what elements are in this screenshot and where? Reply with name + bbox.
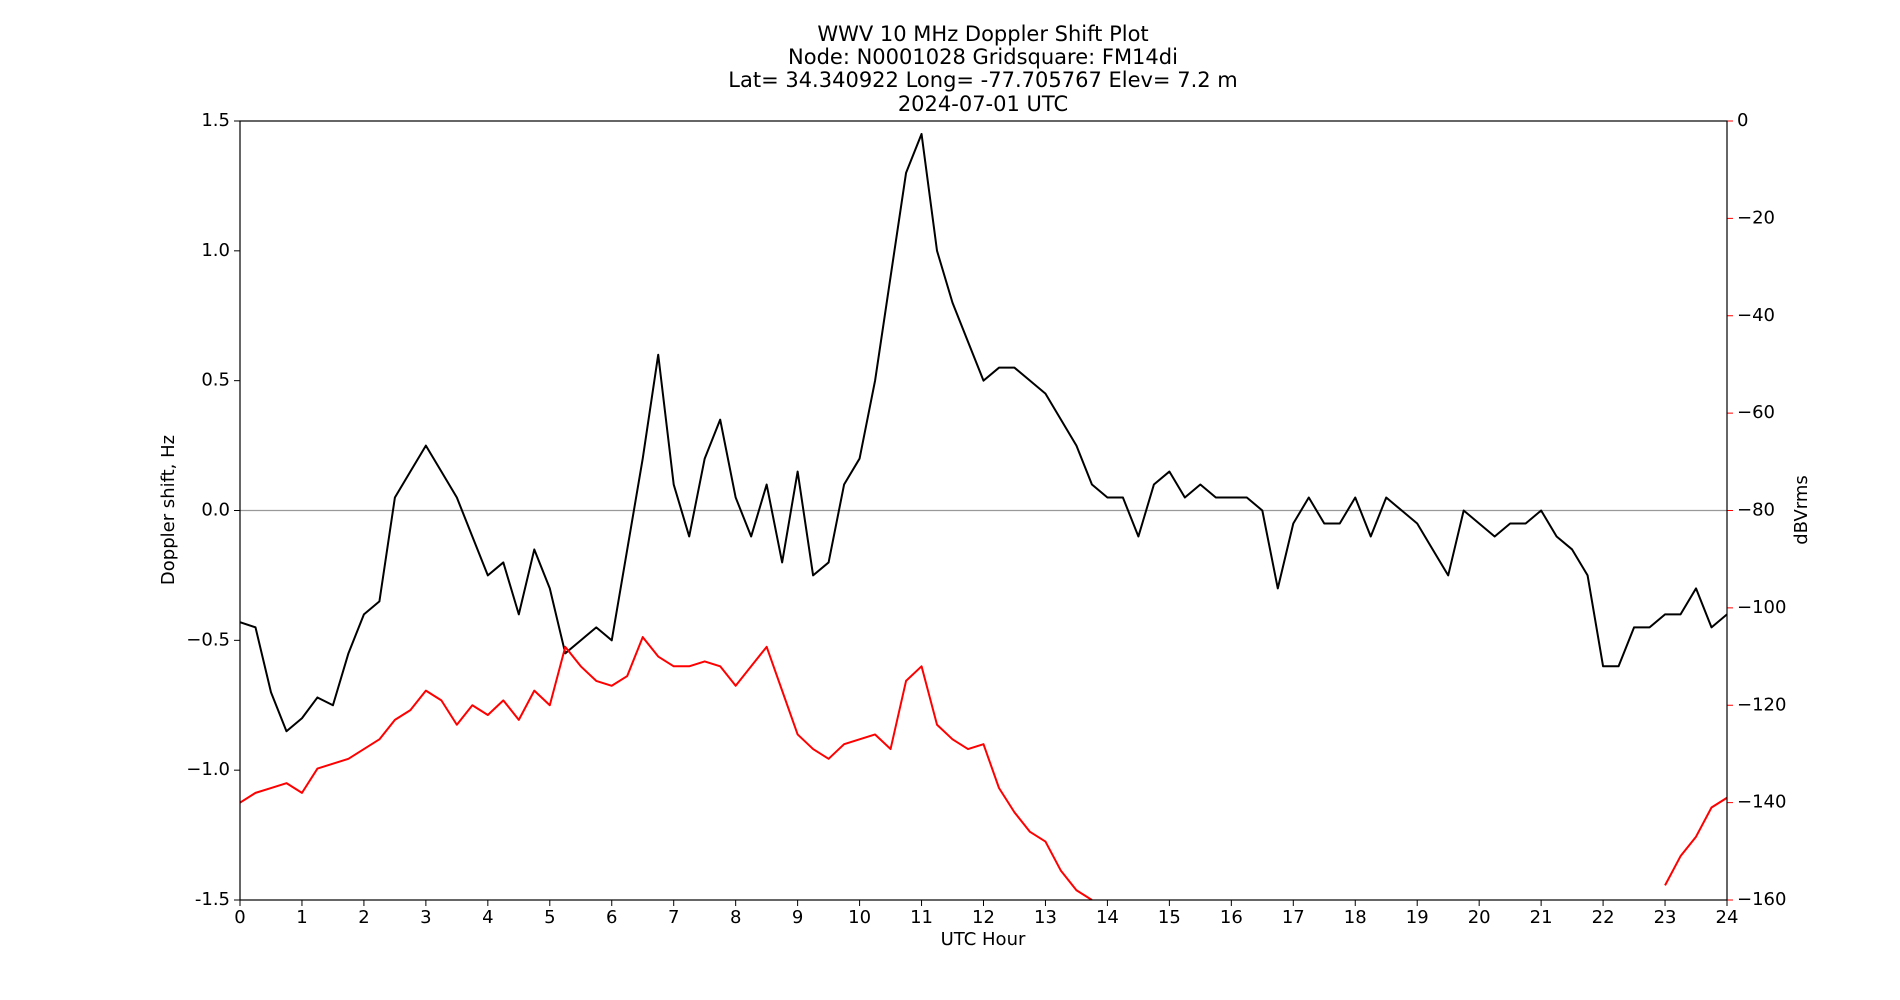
y-tick-label: −1.0 bbox=[186, 759, 230, 780]
data-line bbox=[240, 636, 1727, 900]
x-tick-label: 16 bbox=[1220, 907, 1243, 928]
x-tick-label: 21 bbox=[1530, 907, 1553, 928]
x-tick-label: 17 bbox=[1282, 907, 1305, 928]
x-tick-label: 19 bbox=[1406, 907, 1429, 928]
x-tick-label: 18 bbox=[1344, 907, 1367, 928]
x-tick-label: 1 bbox=[296, 907, 307, 928]
y2-tick-label: −20 bbox=[1737, 207, 1775, 228]
chart-title: Lat= 34.340922 Long= -77.705767 Elev= 7.… bbox=[728, 68, 1237, 92]
x-tick-label: 7 bbox=[668, 907, 679, 928]
y-tick-label: 0.0 bbox=[201, 500, 230, 521]
y-tick-label: -1.5 bbox=[195, 889, 230, 910]
x-axis-label: UTC Hour bbox=[941, 929, 1026, 950]
y-tick-label: −0.5 bbox=[186, 629, 230, 650]
y2-tick-label: −120 bbox=[1737, 694, 1786, 715]
x-tick-label: 4 bbox=[482, 907, 493, 928]
x-tick-label: 20 bbox=[1468, 907, 1491, 928]
y2-tick-label: −160 bbox=[1737, 889, 1786, 910]
y-tick-label: 1.0 bbox=[201, 240, 230, 261]
y2-tick-label: 0 bbox=[1737, 110, 1748, 131]
x-tick-label: 3 bbox=[420, 907, 431, 928]
x-tick-label: 8 bbox=[730, 907, 741, 928]
x-tick-label: 9 bbox=[792, 907, 803, 928]
plot-frame bbox=[239, 120, 1728, 901]
x-tick-label: 15 bbox=[1158, 907, 1181, 928]
chart-title: Node: N0001028 Gridsquare: FM14di bbox=[788, 45, 1178, 69]
x-tick-label: 14 bbox=[1096, 907, 1119, 928]
x-tick-label: 5 bbox=[544, 907, 555, 928]
x-tick-label: 0 bbox=[234, 907, 245, 928]
x-tick-label: 11 bbox=[910, 907, 933, 928]
y-tick-label: 1.5 bbox=[201, 110, 230, 131]
chart-title: WWV 10 MHz Doppler Shift Plot bbox=[817, 22, 1148, 46]
y2-axis-label: dBVrms bbox=[1791, 475, 1812, 545]
y-tick-label: 0.5 bbox=[201, 370, 230, 391]
x-tick-label: 12 bbox=[972, 907, 995, 928]
y2-tick-label: −80 bbox=[1737, 500, 1775, 521]
y2-tick-label: −140 bbox=[1737, 792, 1786, 813]
x-tick-label: 24 bbox=[1716, 907, 1739, 928]
chart-title: 2024-07-01 UTC bbox=[898, 92, 1068, 116]
y2-tick-label: −40 bbox=[1737, 305, 1775, 326]
y2-tick-label: −60 bbox=[1737, 402, 1775, 423]
x-tick-label: 6 bbox=[606, 907, 617, 928]
x-tick-label: 13 bbox=[1034, 907, 1057, 928]
x-tick-label: 10 bbox=[848, 907, 871, 928]
x-tick-label: 22 bbox=[1592, 907, 1615, 928]
y-axis-label: Doppler shift, Hz bbox=[158, 435, 179, 585]
x-tick-label: 23 bbox=[1654, 907, 1677, 928]
y2-tick-label: −100 bbox=[1737, 597, 1786, 618]
data-line bbox=[240, 132, 1727, 733]
x-tick-label: 2 bbox=[358, 907, 369, 928]
